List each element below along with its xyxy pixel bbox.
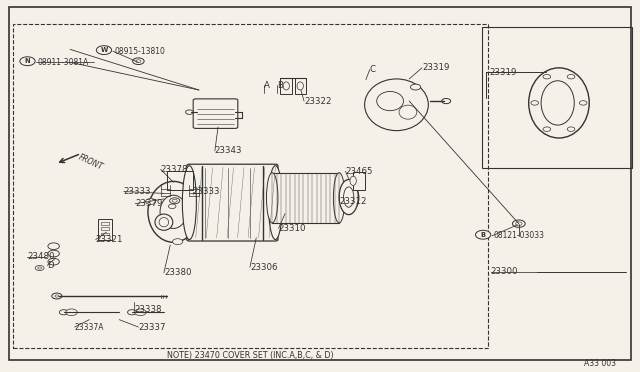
Circle shape [173,239,183,245]
Circle shape [187,189,197,195]
Bar [294,78,306,94]
Ellipse shape [266,173,278,223]
Text: 23343: 23343 [215,147,243,155]
Bar [99,219,112,240]
Text: 23480: 23480 [27,252,54,262]
Bar [101,222,109,225]
Text: W: W [100,47,108,53]
Circle shape [136,60,141,62]
Ellipse shape [160,195,187,228]
Circle shape [127,310,136,315]
Ellipse shape [529,68,589,138]
Circle shape [134,309,146,315]
Text: 23378: 23378 [161,165,188,174]
Circle shape [48,259,60,265]
Bar [101,232,109,235]
Circle shape [38,267,42,269]
Text: 23319: 23319 [422,63,449,72]
Circle shape [168,204,176,209]
Circle shape [60,310,68,315]
Circle shape [567,127,575,131]
Bar [13,23,488,349]
Ellipse shape [365,79,428,131]
Circle shape [170,198,180,204]
Circle shape [172,199,177,202]
Circle shape [132,58,144,64]
Text: A33 003: A33 003 [584,359,616,368]
Circle shape [97,46,111,55]
Circle shape [531,101,539,105]
Ellipse shape [345,186,359,209]
Ellipse shape [268,166,282,240]
Text: 23319: 23319 [489,68,516,77]
Circle shape [66,309,77,315]
Circle shape [186,110,193,114]
Ellipse shape [399,105,417,119]
Bar [353,172,365,190]
Ellipse shape [350,176,356,186]
Ellipse shape [377,92,403,111]
Ellipse shape [348,191,356,205]
Bar [483,27,632,167]
Text: 23322: 23322 [304,97,332,106]
Text: 23333: 23333 [124,187,151,196]
Circle shape [35,265,44,270]
Text: N: N [25,58,30,64]
Text: 23338: 23338 [134,305,161,314]
Text: 23380: 23380 [164,268,191,277]
Text: FRONT: FRONT [77,153,104,171]
Circle shape [543,74,550,79]
Circle shape [20,57,35,65]
Text: 23337A: 23337A [75,323,104,331]
Circle shape [145,199,156,205]
Circle shape [567,74,575,79]
Circle shape [410,84,420,90]
Circle shape [513,220,525,227]
Ellipse shape [148,182,199,242]
FancyBboxPatch shape [187,164,278,241]
Text: 23337: 23337 [138,323,166,331]
Circle shape [48,243,60,250]
Bar [280,78,292,94]
Circle shape [579,101,587,105]
Circle shape [52,293,62,299]
Circle shape [442,99,451,104]
Text: C: C [370,65,376,74]
Ellipse shape [339,180,358,215]
Text: 23321: 23321 [96,235,123,244]
Ellipse shape [283,82,289,90]
Ellipse shape [182,166,196,240]
Bar [101,227,109,230]
Ellipse shape [159,218,169,227]
Text: B: B [276,81,283,90]
FancyBboxPatch shape [193,99,238,128]
Text: 23312: 23312 [339,197,367,206]
Circle shape [55,295,59,297]
Ellipse shape [344,187,354,207]
Text: D: D [47,261,54,270]
Text: A: A [264,81,270,90]
Ellipse shape [333,173,345,223]
Ellipse shape [297,82,303,90]
Text: 08911-3081A: 08911-3081A [38,58,89,67]
Text: 23465: 23465 [346,167,373,176]
Text: 23306: 23306 [250,263,277,272]
Ellipse shape [541,81,574,125]
Text: 23379: 23379 [135,199,163,208]
Text: 23333: 23333 [193,187,220,196]
Text: 23310: 23310 [278,224,306,233]
Text: NOTE) 23470 COVER SET (INC.A,B,C, & D): NOTE) 23470 COVER SET (INC.A,B,C, & D) [166,350,333,360]
Ellipse shape [155,214,173,230]
Circle shape [48,250,60,257]
Text: 08121-03033: 08121-03033 [493,231,545,240]
Bar [272,173,339,223]
Text: 08915-13810: 08915-13810 [114,47,165,56]
Circle shape [543,127,550,131]
Text: 23300: 23300 [491,267,518,276]
Text: B: B [481,232,486,238]
Circle shape [476,230,491,239]
Circle shape [516,222,522,225]
